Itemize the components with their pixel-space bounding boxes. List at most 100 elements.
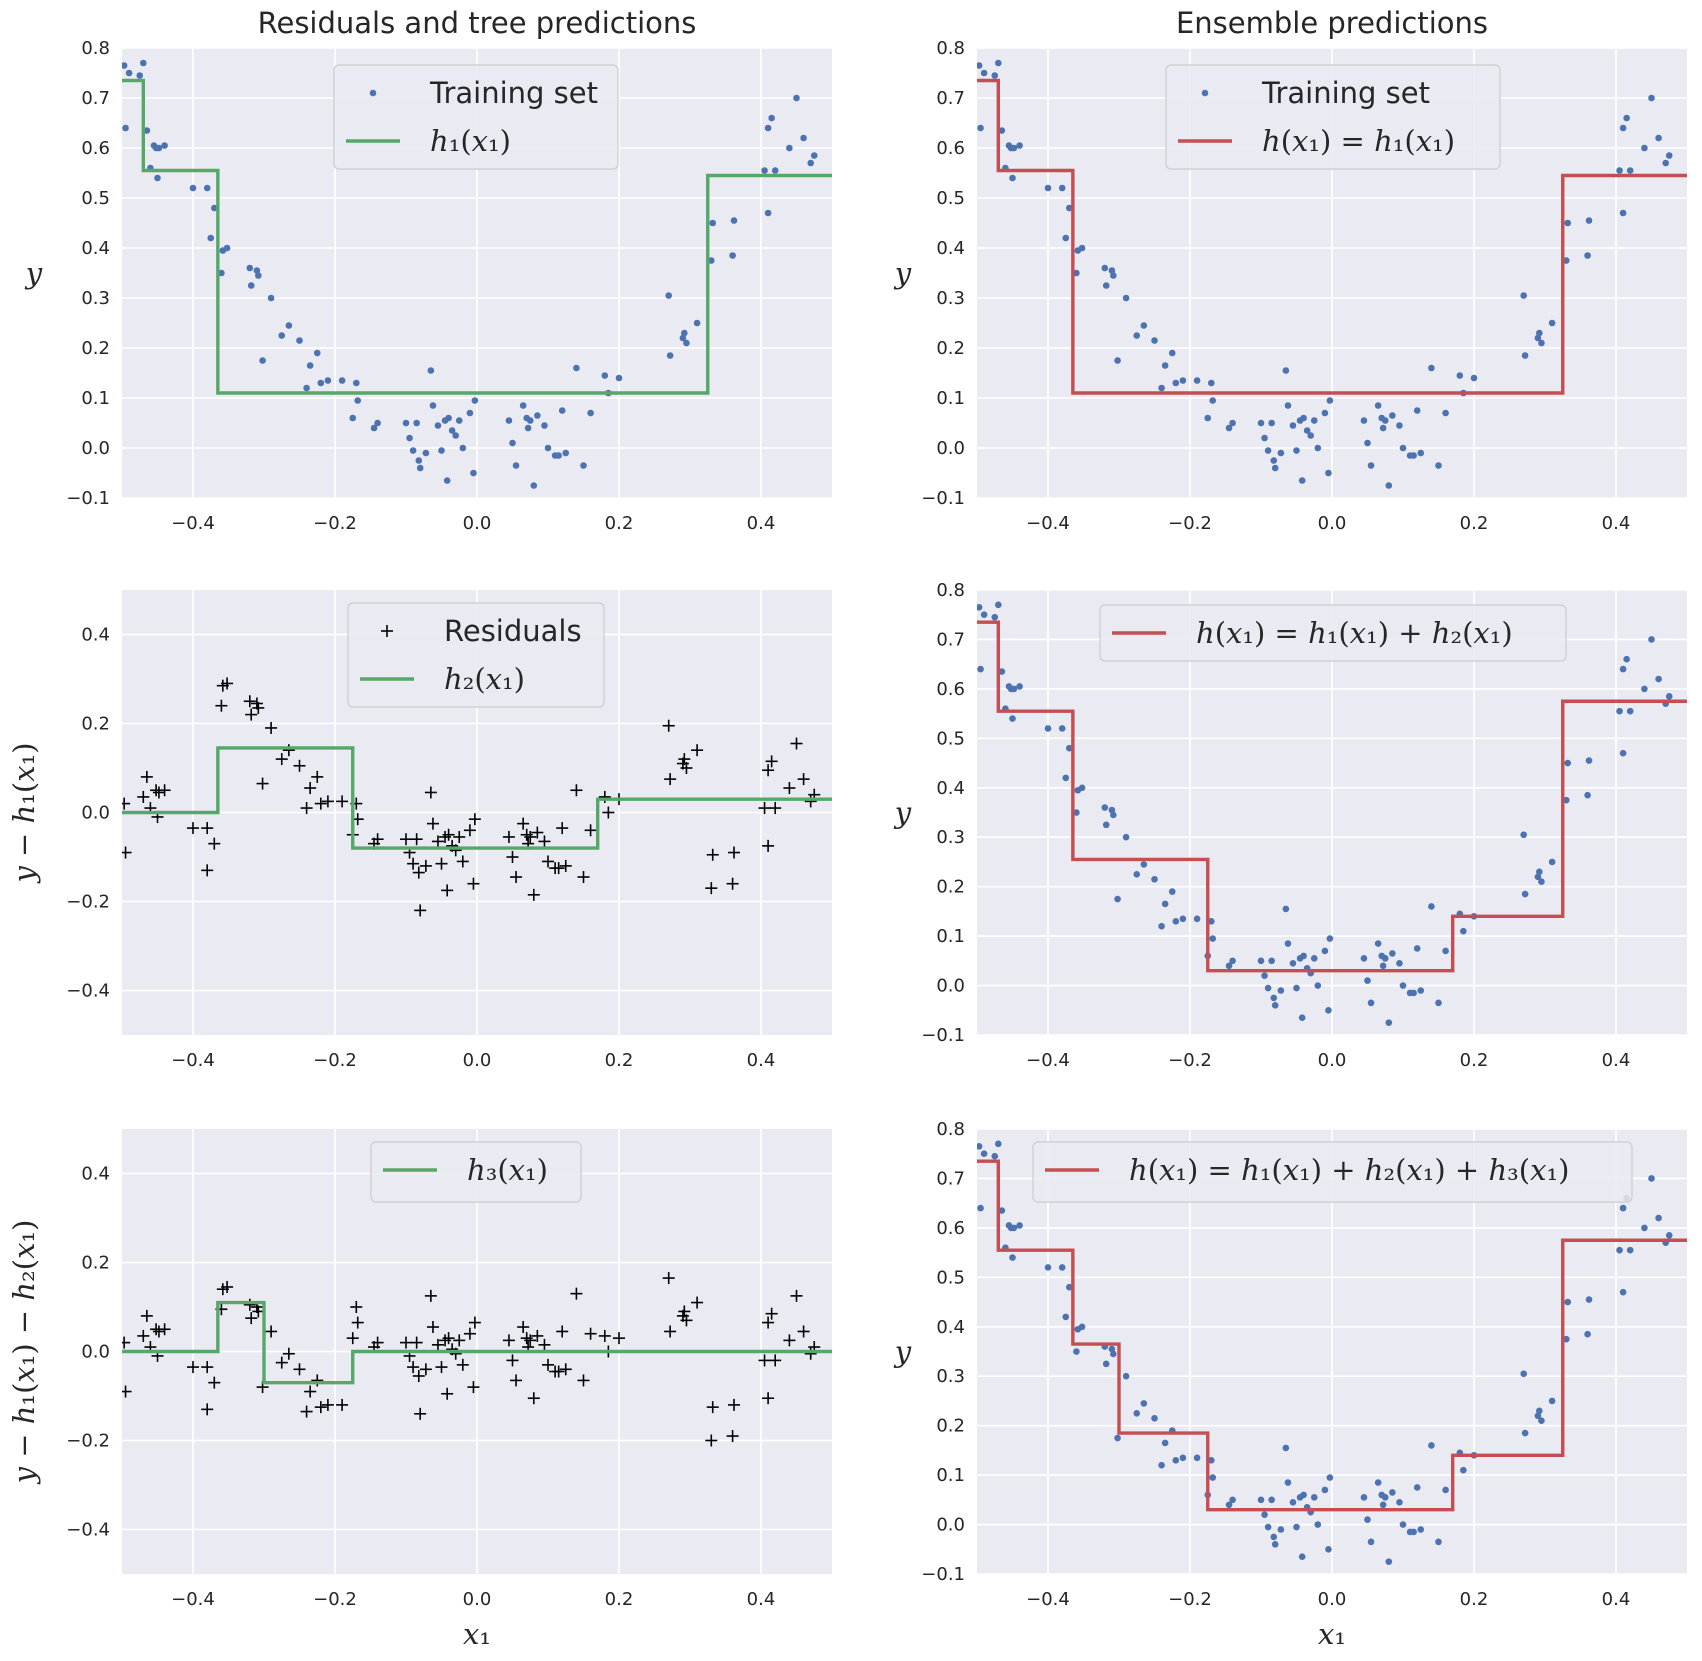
data-point [1078,784,1086,792]
data-point [1389,950,1396,957]
residual-point [208,1376,221,1389]
residual-point [584,824,597,837]
data-point [1396,422,1403,429]
data-point [1209,397,1217,404]
data-point [1435,1538,1442,1546]
y-tick-label: 0.1 [936,388,965,409]
data-point [1303,427,1311,434]
data-point [1435,999,1442,1007]
data-point [1264,447,1272,454]
data-point [1619,209,1627,217]
data-point [991,613,999,621]
residual-point [245,708,258,721]
legend-label: h(x₁) = h₁(x₁) + h₂(x₁) [1196,616,1513,650]
data-point [1563,257,1570,264]
x-tick-label: 0.4 [1602,1050,1631,1071]
data-point [761,167,768,174]
x-tick-label: 0.0 [1318,1589,1347,1610]
residual-point [351,1316,364,1329]
residual-point [726,1430,739,1443]
legend-entry: h₂(x₁) [360,662,525,696]
data-point [1289,422,1297,429]
data-point [1385,1558,1393,1565]
legend-box [370,1141,582,1203]
residual-point [252,701,265,714]
data-point [1009,715,1016,722]
residual-point [414,904,427,917]
data-point [466,409,474,417]
data-point [1229,1496,1236,1504]
data-point [998,668,1006,675]
data-point [1073,809,1080,816]
data-point [1460,1466,1467,1474]
y-tick-label: −0.1 [921,1025,965,1046]
data-point [1102,821,1110,829]
legend: Training set h₁(x₁) [333,64,619,170]
data-point [1385,482,1393,489]
data-point [665,292,672,299]
data-point [1133,871,1141,878]
residual-point [187,822,199,835]
residual-point [556,822,569,835]
data-point [807,159,814,167]
data-point [122,124,129,132]
data-point [1314,444,1322,452]
data-point [1284,1479,1292,1486]
data-point [1367,999,1375,1007]
x-tick-label: 0.0 [1318,513,1347,534]
y-tick-label: 0.4 [81,238,110,259]
y-tick-label: 0.1 [81,388,110,409]
data-point [434,422,442,429]
residual-point [664,773,677,786]
y-tick-label: 0.4 [81,1164,110,1185]
residual-point [577,1374,590,1387]
data-point [1364,1516,1371,1523]
residual-point [122,1336,131,1349]
residual-point [265,1325,278,1338]
data-point [1538,339,1545,347]
residual-point [431,1338,444,1351]
data-point [505,417,513,424]
data-point [980,611,988,619]
residual-point [463,824,476,837]
data-point [509,439,516,447]
data-point [1204,414,1212,422]
data-point [1062,774,1070,782]
data-point [1066,744,1073,752]
residual-point [371,833,384,846]
data-point [1325,1006,1332,1014]
data-point [512,462,520,469]
data-point [471,397,479,404]
residual-point [201,822,214,835]
data-point [1161,362,1169,369]
y-tick-label: 0.6 [936,679,965,700]
data-point [1289,960,1297,967]
data-point [683,339,690,347]
residual-point [245,1312,258,1325]
residual-point [506,1354,519,1367]
data-point [1655,675,1662,683]
y-tick-label: 0.7 [936,629,965,650]
data-point [1456,372,1464,379]
data-point [1307,432,1314,439]
y-tick-label: 0.4 [81,625,110,646]
y-tick-label: 0.6 [936,138,965,159]
y-tick-label: 0.3 [936,1366,965,1387]
legend-point-marker [369,89,377,97]
data-point [1282,905,1290,913]
y-tick-label: −0.4 [66,981,110,1002]
data-point [764,124,772,132]
data-point [1300,952,1307,960]
panel-6: −0.4 −0.2 0.0 0.2 0.4 −0.1 0.0 0.1 0.2 0.3 0.4 0.5 0… [893,1119,1687,1651]
data-point [1520,831,1527,839]
data-point [1058,725,1066,732]
data-point [786,144,793,152]
data-point [998,127,1006,134]
residual-point [152,786,165,799]
data-point [429,402,437,409]
y-tick-label: 0.8 [936,38,965,59]
legend-entry: h(x₁) = h₁(x₁) + h₂(x₁) + h₃(x₁) [1045,1153,1569,1187]
data-point [1538,1417,1545,1425]
data-point [1168,349,1176,357]
data-point [122,62,128,69]
